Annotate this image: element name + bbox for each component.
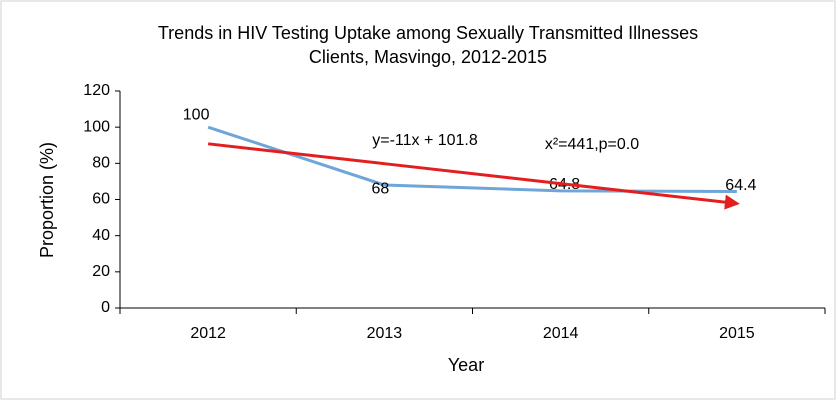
y-tick-label: 20 — [92, 263, 110, 280]
chart-title: Trends in HIV Testing Uptake among Sexua… — [158, 23, 698, 43]
annotation: x²=441,p=0.0 — [545, 136, 639, 153]
y-tick-label: 120 — [83, 82, 110, 99]
data-label: 68 — [371, 180, 389, 197]
y-tick-label: 100 — [83, 118, 110, 135]
x-tick-label: 2014 — [543, 325, 579, 342]
data-label: 64.4 — [725, 177, 756, 194]
y-tick-label: 40 — [92, 227, 110, 244]
series-line — [207, 125, 737, 194]
data-label: 100 — [183, 106, 210, 123]
y-tick-label: 60 — [92, 191, 110, 208]
annotation: y=-11x + 101.8 — [372, 132, 478, 149]
x-tick-label: 2013 — [367, 325, 403, 342]
y-tick-label: 80 — [92, 155, 110, 172]
y-axis-title: Proportion (%) — [37, 142, 57, 258]
x-tick-label: 2012 — [190, 325, 226, 342]
chart-title: Clients, Masvingo, 2012-2015 — [309, 47, 547, 67]
trend-line — [207, 142, 740, 210]
y-tick-label: 0 — [101, 299, 110, 316]
x-tick-label: 2015 — [719, 325, 755, 342]
x-axis-title: Year — [448, 355, 484, 375]
